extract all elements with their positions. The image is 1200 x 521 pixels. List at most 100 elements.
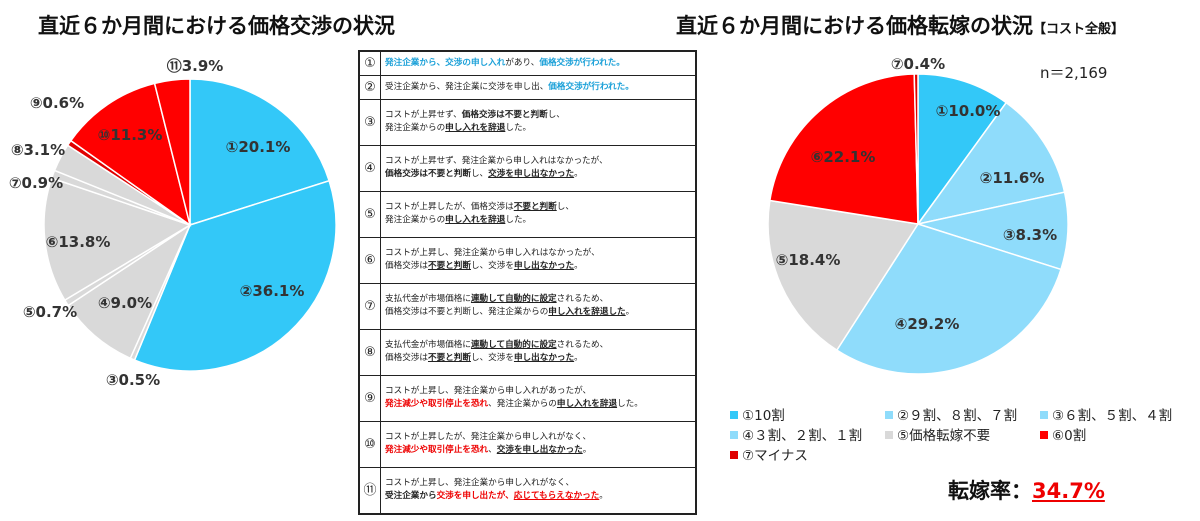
table-row: ⑨ コストが上昇し、発注企業から申し入れがあったが、 発注減少や取引停止を恐れ、発注…	[358, 374, 697, 422]
legend-item: ⑦マイナス	[730, 444, 808, 464]
row-number: ③	[358, 99, 381, 146]
row-description: 発注企業から、交渉の申し入れがあり、価格交渉が行われた。	[380, 50, 697, 77]
legend-swatch	[885, 411, 893, 419]
row-number: ⑥	[358, 236, 381, 284]
sample-size: n＝2,169	[1040, 64, 1108, 82]
legend-label: ⑦マイナス	[742, 448, 808, 464]
legend-swatch	[1040, 411, 1048, 419]
data-label: ⑦0.9%	[9, 174, 63, 192]
data-label: ⑥22.1%	[811, 148, 876, 166]
pass-through-pie: ①10.0% ②11.6% ③8.3% ④29.2% ⑤18.4% ⑥22.1% ⑦0.4%	[767, 55, 1069, 375]
text-segment: 不要と判断	[513, 202, 557, 213]
text-segment: 。	[625, 307, 635, 318]
pie-slice	[153, 78, 191, 226]
data-label: ②36.1%	[240, 282, 305, 300]
row-number: ⑦	[358, 282, 381, 330]
text-segment: 申し入れを辞退した	[548, 307, 626, 318]
data-label: ④29.2%	[895, 315, 960, 333]
text-segment: 受注企業から、発注企業に交渉を申し出、	[385, 82, 549, 93]
text-segment: 価格交渉は	[385, 353, 428, 364]
text-segment: されるため、	[556, 340, 609, 351]
legend-swatch	[730, 431, 738, 439]
text-segment: 発注企業から、交渉の申し入れ	[385, 58, 506, 69]
text-segment: 価格交渉が行われた。	[539, 58, 625, 69]
legend-swatch	[730, 451, 738, 459]
table-row: ⑦ 支払代金が市場価格に連動して自動的に設定されるため、 価格交渉は不要と判断し、発…	[358, 282, 697, 330]
text-segment: 申し出なかった	[513, 261, 575, 272]
text-segment: 。	[599, 491, 608, 502]
legend-item: ②９割、８割、７割	[885, 404, 1017, 424]
table-row: ④ コストが上昇せず、発注企業から申し入れはなかったが、 価格交渉は不要と判断し、交…	[358, 144, 697, 192]
legend-item: ⑥0割	[1040, 424, 1086, 444]
text-segment: 申し入れを辞退	[556, 399, 618, 410]
data-label: ③0.5%	[106, 371, 160, 389]
pie-slice	[768, 73, 919, 225]
text-segment: 。	[574, 169, 583, 180]
text-segment: 発注企業からの	[385, 123, 446, 134]
right-title-main: 直近６か月間における価格転嫁の状況	[676, 14, 1033, 38]
text-segment: 不要と判断	[427, 353, 471, 364]
row-number: ⑪	[358, 466, 381, 515]
row-description: 受注企業から、発注企業に交渉を申し出、価格交渉が行われた。	[380, 75, 697, 100]
text-segment: 価格交渉は	[385, 261, 428, 272]
text-segment: 申し入れを辞退	[445, 123, 506, 134]
text-segment: コストが上昇せず、発注企業から申し入れはなかったが、	[385, 156, 608, 167]
row-number: ①	[358, 50, 381, 77]
text-segment: 価格交渉は不要と判断し、発注企業からの	[385, 307, 549, 318]
text-segment: 交渉を申し出なかった	[488, 169, 575, 180]
text-segment: した。	[505, 123, 532, 134]
legend-item: ④３割、２割、１割	[730, 424, 862, 444]
data-label: ⑥13.8%	[46, 233, 111, 251]
text-segment: し、交渉を	[470, 353, 514, 364]
data-label: ⑨0.6%	[30, 94, 84, 112]
text-segment: されるため、	[556, 294, 609, 305]
data-label: ③8.3%	[1003, 226, 1057, 244]
text-segment: した。	[617, 399, 643, 410]
row-description: コストが上昇し、発注企業から申し入れがあったが、 発注減少や取引停止を恐れ、発注企…	[380, 374, 697, 422]
text-segment: コストが上昇し、発注企業から申し入れがあったが、	[385, 386, 592, 397]
legend-label: ②９割、８割、７割	[897, 408, 1018, 424]
text-segment: し、	[470, 169, 489, 180]
row-number: ⑧	[358, 328, 381, 376]
text-segment: 連動して自動的に設定	[470, 294, 557, 305]
pie-slice	[43, 177, 192, 302]
pie-slice	[913, 73, 919, 225]
right-title-suffix: 【コスト全般】	[1033, 22, 1125, 37]
rate-label: 転嫁率：	[948, 479, 1032, 503]
text-segment: 価格交渉は不要と判断	[461, 110, 548, 121]
row-number: ⑤	[358, 190, 381, 238]
text-segment: 不要と判断	[427, 261, 471, 272]
legend-label: ⑤価格転嫁不要	[897, 428, 991, 444]
table-row: ⑩ コストが上昇したが、発注企業から申し入れがなく、 発注減少や取引停止を恐れ、交渉…	[358, 420, 697, 468]
text-segment: 、	[488, 445, 497, 456]
text-segment: 受注企業から	[385, 491, 437, 502]
data-label: ⑦0.4%	[891, 55, 945, 73]
pie-slice	[917, 73, 1008, 227]
text-segment: 発注減少や取引停止を恐れ	[385, 445, 489, 456]
text-segment: 交渉を申し出たが、	[436, 491, 514, 502]
row-number: ⑩	[358, 420, 381, 468]
pie-slice	[133, 179, 337, 372]
pie-slice	[69, 82, 192, 227]
category-table: ① 発注企業から、交渉の申し入れがあり、価格交渉が行われた。 ② 受注企業から、発注企…	[358, 50, 697, 515]
data-label: ⑤0.7%	[23, 303, 77, 321]
text-segment: 申し出なかった	[513, 353, 575, 364]
data-label: ④9.0%	[98, 294, 152, 312]
text-segment: 価格交渉は不要と判断	[385, 169, 471, 180]
text-segment: コストが上昇したが、発注企業から申し入れがなく、	[385, 432, 592, 443]
legend-label: ④３割、２割、１割	[742, 428, 863, 444]
table-row: ⑤ コストが上昇したが、価格交渉は不要と判断し、 発注企業からの申し入れを辞退した。	[358, 190, 697, 238]
pie-slice	[767, 199, 920, 352]
negotiation-pie: ①20.1% ②36.1% ③0.5% ④9.0% ⑤0.7% ⑥13.8% ⑦0.9% ⑧3…	[9, 57, 337, 389]
pie-slice	[67, 222, 192, 360]
table-row: ⑥ コストが上昇し、発注企業から申し入れはなかったが、 価格交渉は不要と判断し、交渉…	[358, 236, 697, 284]
text-segment: 。	[574, 353, 583, 364]
text-segment: 連動して自動的に設定	[470, 340, 557, 351]
text-segment: コストが上昇し、発注企業から申し入れがなく、	[385, 478, 575, 489]
pie-slice	[916, 101, 1066, 226]
table-row: ② 受注企業から、発注企業に交渉を申し出、価格交渉が行われた。	[358, 75, 697, 100]
data-label: ②11.6%	[980, 169, 1045, 187]
row-description: コストが上昇し、発注企業から申し入れはなかったが、 価格交渉は不要と判断し、交渉を…	[380, 236, 697, 284]
data-label: ⑤18.4%	[776, 251, 841, 269]
text-segment: 価格交渉が行われた。	[548, 82, 634, 93]
